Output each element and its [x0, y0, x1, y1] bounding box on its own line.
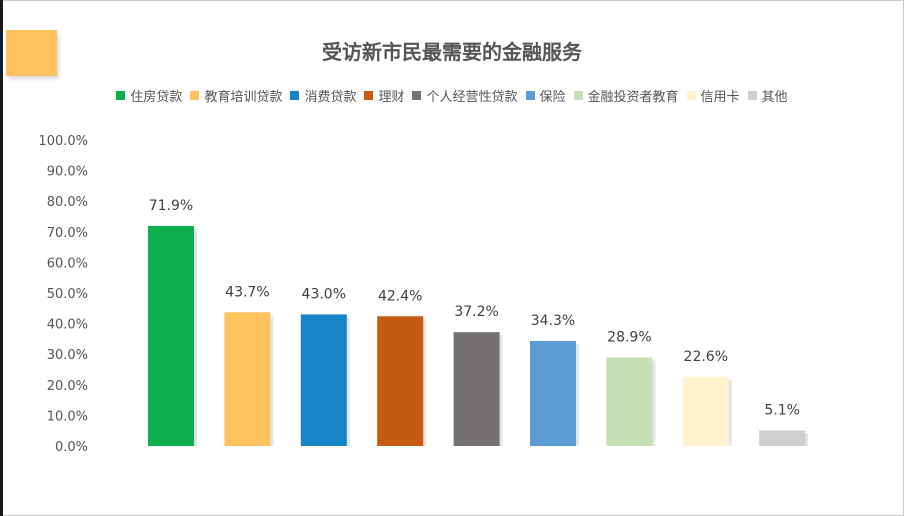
- data-label: 34.3%: [531, 313, 575, 329]
- legend-item: 信用卡: [686, 86, 740, 105]
- legend-item: 其他: [747, 86, 788, 105]
- y-tick-label: 30.0%: [47, 348, 88, 363]
- legend-swatch: [686, 90, 696, 100]
- y-tick-label: 100.0%: [38, 134, 88, 149]
- bar-7: [606, 357, 653, 446]
- y-tick-label: 0.0%: [55, 440, 88, 455]
- chart-legend: 住房贷款 教育培训贷款 消费贷款 理财 个人经营性贷款 保险 金融投资者教育 信用卡 其他: [0, 86, 904, 105]
- legend-swatch: [290, 90, 300, 100]
- y-tick-label: 10.0%: [47, 409, 88, 424]
- y-tick-label: 80.0%: [47, 195, 88, 210]
- bar-6: [530, 341, 576, 446]
- y-tick-label: 40.0%: [47, 318, 88, 333]
- bar-2: [224, 312, 271, 446]
- left-border-rule: [0, 0, 3, 516]
- legend-item: 消费贷款: [290, 86, 356, 105]
- data-label: 43.7%: [225, 284, 269, 300]
- legend-item: 保险: [525, 86, 566, 105]
- legend-item: 个人经营性贷款: [412, 86, 518, 105]
- data-label: 71.9%: [149, 198, 193, 214]
- bar-8: [682, 376, 729, 446]
- legend-label: 保险: [539, 89, 566, 105]
- legend-label: 教育培训贷款: [204, 89, 283, 105]
- legend-swatch: [190, 90, 200, 100]
- legend-swatch: [412, 90, 422, 100]
- bar-9: [759, 430, 806, 446]
- data-label: 42.4%: [378, 288, 422, 304]
- data-label: 5.1%: [764, 402, 800, 418]
- legend-label: 住房贷款: [130, 89, 183, 105]
- y-tick-label: 60.0%: [47, 256, 88, 271]
- legend-swatch: [747, 90, 757, 100]
- legend-item: 住房贷款: [116, 86, 182, 105]
- accent-decoration: [6, 30, 57, 76]
- y-tick-label: 90.0%: [47, 165, 88, 180]
- data-label: 37.2%: [454, 304, 498, 320]
- legend-item: 金融投资者教育: [573, 86, 679, 105]
- chart-title: 受访新市民最需要的金融服务: [322, 40, 582, 64]
- legend-swatch: [116, 90, 126, 100]
- y-tick-label: 50.0%: [47, 287, 88, 302]
- data-label: 43.0%: [302, 286, 346, 302]
- legend-label: 信用卡: [700, 89, 740, 105]
- bar-4: [377, 316, 424, 446]
- legend-label: 其他: [761, 89, 788, 105]
- bar-3: [300, 314, 347, 446]
- y-tick-label: 20.0%: [47, 379, 88, 394]
- legend-item: 理财: [364, 86, 404, 105]
- legend-item: 教育培训贷款: [190, 86, 282, 105]
- legend-swatch: [573, 90, 583, 100]
- legend-label: 理财: [378, 89, 405, 105]
- data-label: 28.9%: [607, 330, 651, 346]
- bar-5: [453, 332, 500, 446]
- data-label: 22.6%: [684, 349, 728, 365]
- legend-swatch: [364, 90, 374, 100]
- legend-label: 金融投资者教育: [587, 89, 679, 105]
- bar-1: [148, 225, 194, 446]
- legend-label: 消费贷款: [304, 89, 357, 105]
- legend-swatch: [525, 90, 535, 100]
- legend-label: 个人经营性贷款: [426, 89, 518, 105]
- y-tick-label: 70.0%: [47, 226, 88, 241]
